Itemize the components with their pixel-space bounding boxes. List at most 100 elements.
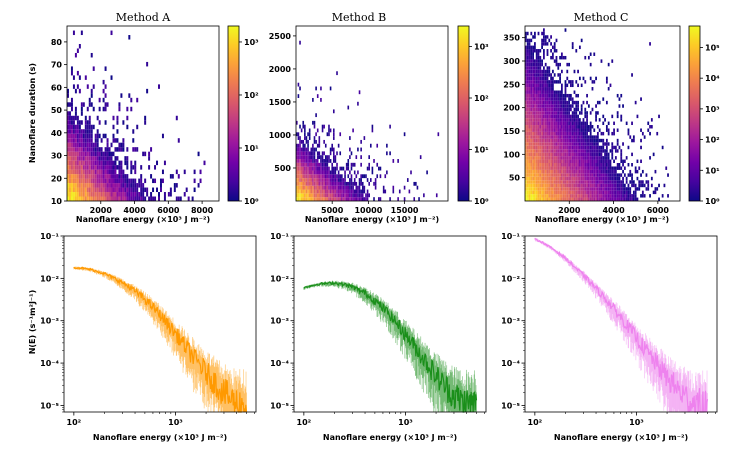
- heatmap-cell: [602, 197, 605, 201]
- heatmap-cell: [528, 197, 531, 201]
- heatmap-cell: [358, 185, 361, 190]
- heatmap-cell: [329, 170, 332, 175]
- heatmap-cell: [122, 187, 125, 193]
- heatmap-cell: [555, 197, 558, 201]
- heatmap-cell: [568, 125, 570, 129]
- heatmap-cell: [112, 174, 115, 179]
- heatmap-cell: [530, 31, 533, 36]
- heatmap-cell: [580, 149, 583, 153]
- heatmap-cell: [542, 197, 545, 201]
- heatmap-cell: [316, 166, 319, 171]
- heatmap-cell: [539, 173, 542, 177]
- heatmap-cell: [80, 111, 83, 116]
- heatmap-cell: [144, 196, 147, 201]
- heatmap-cell: [582, 121, 585, 126]
- heatmap-cell: [114, 174, 117, 179]
- heatmap-cell: [580, 166, 583, 170]
- heatmap-cell: [586, 180, 588, 184]
- heatmap-cell: [110, 178, 113, 184]
- heatmap-cell: [555, 38, 558, 43]
- heatmap-cell: [528, 62, 531, 67]
- heatmap-cell: [308, 189, 311, 194]
- heatmap-cell: [318, 174, 321, 179]
- heatmap-cell: [560, 166, 563, 170]
- heatmap-cell: [584, 183, 587, 188]
- heatmap-cell: [318, 193, 321, 198]
- heatmap-cell: [313, 162, 316, 167]
- heatmap-cell: [96, 160, 99, 166]
- heatmap-cell: [557, 90, 560, 94]
- heatmap-cell: [573, 159, 576, 164]
- heatmap-cell: [130, 178, 133, 184]
- heatmap-cell: [568, 104, 570, 108]
- heatmap-cell: [104, 183, 107, 188]
- heatmap-cell: [577, 166, 579, 170]
- heatmap-cell: [587, 142, 590, 146]
- heatmap-cell: [535, 76, 538, 81]
- heatmap-cell: [541, 83, 543, 88]
- heatmap-cell: [535, 73, 538, 77]
- heatmap-cell: [541, 121, 543, 126]
- heatmap-cell: [609, 176, 612, 181]
- heatmap-cell: [344, 174, 346, 179]
- heatmap-cell: [88, 196, 91, 201]
- heatmap-cell: [80, 120, 83, 125]
- heatmap-cell: [128, 187, 131, 193]
- heatmap-cell: [355, 189, 358, 194]
- heatmap-cell: [591, 135, 594, 139]
- heatmap-cell: [571, 104, 574, 108]
- heatmap-cell: [578, 128, 581, 132]
- heatmap-cell: [92, 174, 95, 179]
- heatmap-cell: [313, 193, 316, 198]
- heatmap-cell: [72, 120, 75, 125]
- heatmap-cell: [584, 55, 587, 60]
- heatmap-cell: [535, 80, 538, 84]
- x-axis-label: Nanoflare energy (×10³ J m⁻²): [93, 433, 227, 442]
- heatmap-cell: [596, 145, 599, 150]
- heatmap-cell: [324, 189, 327, 194]
- heatmap-cell: [108, 151, 111, 157]
- heatmap-cell: [580, 169, 583, 174]
- heatmap-cell: [623, 187, 626, 191]
- heatmap-cell: [525, 76, 527, 81]
- heatmap-cell: [90, 129, 93, 134]
- heatmap-cell: [96, 138, 99, 143]
- heatmap-cell: [312, 197, 314, 201]
- heatmap-cell: [553, 135, 556, 139]
- heatmap-cell: [532, 169, 534, 174]
- heatmap-cell: [618, 163, 621, 167]
- heatmap-cell: [68, 196, 71, 201]
- heatmap-cell: [525, 66, 527, 70]
- heatmap-cell: [315, 139, 317, 144]
- heatmap-cell: [332, 174, 335, 179]
- heatmap-cell: [535, 197, 538, 201]
- heatmap-cell: [652, 190, 655, 195]
- heatmap-cell: [525, 49, 527, 53]
- heatmap-cell: [296, 120, 298, 125]
- heatmap-cell: [582, 180, 585, 184]
- heatmap-cell: [555, 135, 558, 139]
- heatmap-cell: [544, 118, 547, 122]
- heatmap-cell: [108, 183, 111, 188]
- y-tick-label: 10⁻⁴: [40, 359, 59, 368]
- heatmap-cell: [611, 152, 614, 157]
- heatmap-cell: [110, 30, 113, 36]
- heatmap-cell: [548, 187, 551, 191]
- heatmap-cell: [320, 159, 322, 163]
- heatmap-cell: [634, 169, 637, 174]
- heatmap-cell: [551, 176, 554, 181]
- heatmap-cell: [575, 138, 578, 143]
- heatmap-cell: [571, 142, 574, 146]
- heatmap-cell: [132, 178, 135, 184]
- heatmap-cell: [337, 193, 340, 198]
- heatmap-cell: [573, 100, 576, 105]
- heatmap-cell: [530, 145, 533, 150]
- heatmap-cell: [530, 59, 533, 63]
- heatmap-cell: [584, 145, 587, 150]
- heatmap-cell: [534, 90, 536, 94]
- heatmap-cell: [118, 102, 121, 107]
- heatmap-cell: [84, 142, 87, 148]
- heatmap-cell: [555, 194, 558, 198]
- heatmap-cell: [573, 190, 576, 195]
- heatmap-cell: [566, 145, 569, 150]
